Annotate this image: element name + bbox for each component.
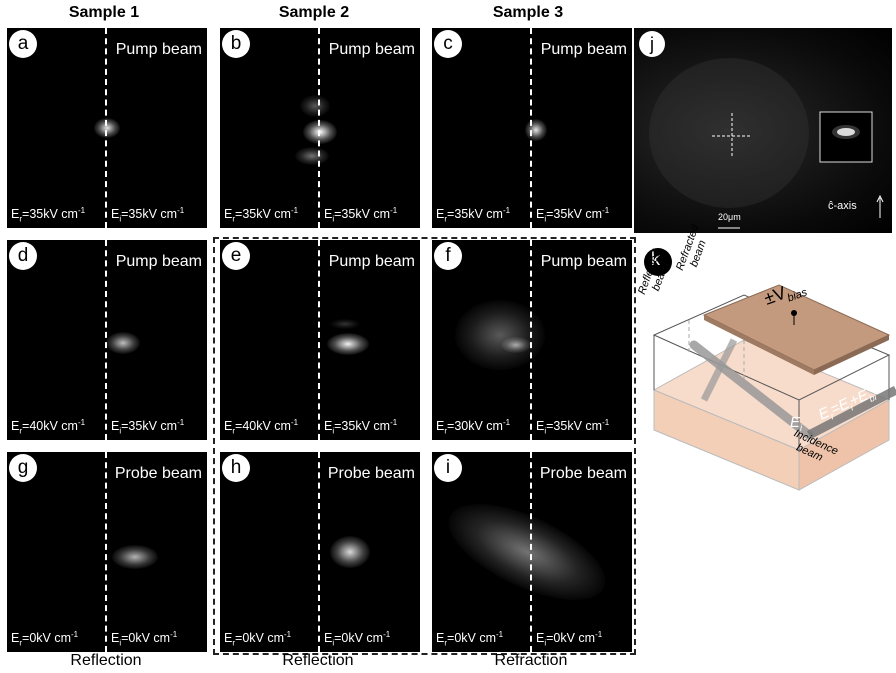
panel-letter-g: g [9,454,37,482]
panel-letter-j: j [639,31,665,57]
beam-spot [330,319,360,329]
dashed-divider [105,28,107,228]
panel-j-overlay [649,58,884,229]
panel-letter-a: a [9,30,37,58]
beam-spot [94,118,120,138]
beam-type-label: Pump beam [540,253,627,270]
beam-type-label: Probe beam [114,465,202,482]
reflected-field-label: Er=0kV cm-1 [224,630,292,648]
beam-spot [112,545,158,569]
incident-field-label: Ei=35kV cm-1 [536,206,610,224]
dashed-divider [530,28,532,228]
bottom-label-reflection-1: Reflection [70,652,142,669]
beam-type-label: Pump beam [540,41,627,58]
panel-d-image: d Pump beam Er=40kV cm-1 Ei=35kV cm-1 [7,240,207,440]
dashed-divider [318,240,320,440]
beam-type-label: Probe beam [327,465,415,482]
beam-spot [106,332,140,354]
panel-g-image: g Probe beam Er=0kV cm-1 Ei=0kV cm-1 [7,452,207,652]
c-axis-label: ĉ-axis [828,200,857,212]
reflected-field-label: Er=0kV cm-1 [436,630,504,648]
ei-label: Ei [790,414,803,433]
beam-spot [303,120,337,144]
crystal-schematic [644,248,896,491]
highlight-dashed-box [213,237,636,655]
beam-spot [300,95,330,117]
panel-k-schematic: k ±Vbias Reflected beam Refracted beam Inc… [634,223,896,500]
column-title-sample-1: Sample 1 [68,4,140,21]
panel-letter-e: e [222,242,250,270]
panel-b-image: b Pump beam Er=35kV cm-1 Ei=35kV cm-1 [220,28,420,228]
dashed-divider [318,28,320,228]
bottom-label-refraction: Refraction [494,652,568,669]
dashed-divider [105,452,107,652]
reflected-field-label: Er=30kV cm-1 [436,418,511,436]
panel-i-image: i Probe beam Er=0kV cm-1 Ei=0kV cm-1 [432,452,632,652]
beam-spot [435,484,619,620]
reflected-field-label: Er=40kV cm-1 [224,418,299,436]
panel-letter-f: f [434,242,462,270]
beam-spot [501,337,531,353]
reflected-field-label: Er=35kV cm-1 [436,206,511,224]
incident-field-label: Ei=0kV cm-1 [111,630,178,648]
panel-letter-h: h [222,454,250,482]
incident-field-label: Ei=35kV cm-1 [324,206,398,224]
column-title-sample-3: Sample 3 [492,4,564,21]
dashed-divider [530,452,532,652]
reflected-field-label: Er=0kV cm-1 [11,630,79,648]
panel-f-image: f Pump beam Er=30kV cm-1 Ei=35kV cm-1 [432,240,632,440]
reflected-field-label: Er=35kV cm-1 [224,206,299,224]
beam-type-label: Pump beam [328,253,415,270]
panel-letter-i: i [434,454,462,482]
column-title-sample-2: Sample 2 [278,4,350,21]
beam-spot [330,536,370,568]
panel-letter-d: d [9,242,37,270]
incident-field-label: Ei=35kV cm-1 [111,418,185,436]
beam-type-label: Probe beam [539,465,627,482]
incident-field-label: Ei=35kV cm-1 [324,418,398,436]
beam-type-label: Pump beam [115,41,202,58]
panel-j-image: j 20μm ĉ-axis [634,28,892,233]
beam-spot [295,147,329,165]
panel-c-image: c Pump beam Er=35kV cm-1 Ei=35kV cm-1 [432,28,632,228]
beam-spot [525,119,547,141]
panel-letter-c: c [434,30,462,58]
incident-field-label: Ei=0kV cm-1 [324,630,391,648]
reflected-field-label: Er=40kV cm-1 [11,418,86,436]
dashed-divider [318,452,320,652]
panel-e-image: e Pump beam Er=40kV cm-1 Ei=35kV cm-1 [220,240,420,440]
beam-type-label: Pump beam [328,41,415,58]
panel-letter-b: b [222,30,250,58]
panel-letter-k: k [651,249,660,269]
dashed-divider [105,240,107,440]
panel-a-image: a Pump beam Er=35kV cm-1 Ei=35kV cm-1 [7,28,207,228]
incident-field-label: Ei=35kV cm-1 [536,418,610,436]
incident-field-label: Ei=0kV cm-1 [536,630,603,648]
reflected-field-label: Er=35kV cm-1 [11,206,86,224]
bottom-label-reflection-2: Reflection [282,652,354,669]
panel-h-image: h Probe beam Er=0kV cm-1 Ei=0kV cm-1 [220,452,420,652]
incident-field-label: Ei=35kV cm-1 [111,206,185,224]
beam-spot [327,333,369,355]
beam-type-label: Pump beam [115,253,202,270]
scale-bar-label: 20μm [718,212,741,222]
dashed-divider [530,240,532,440]
